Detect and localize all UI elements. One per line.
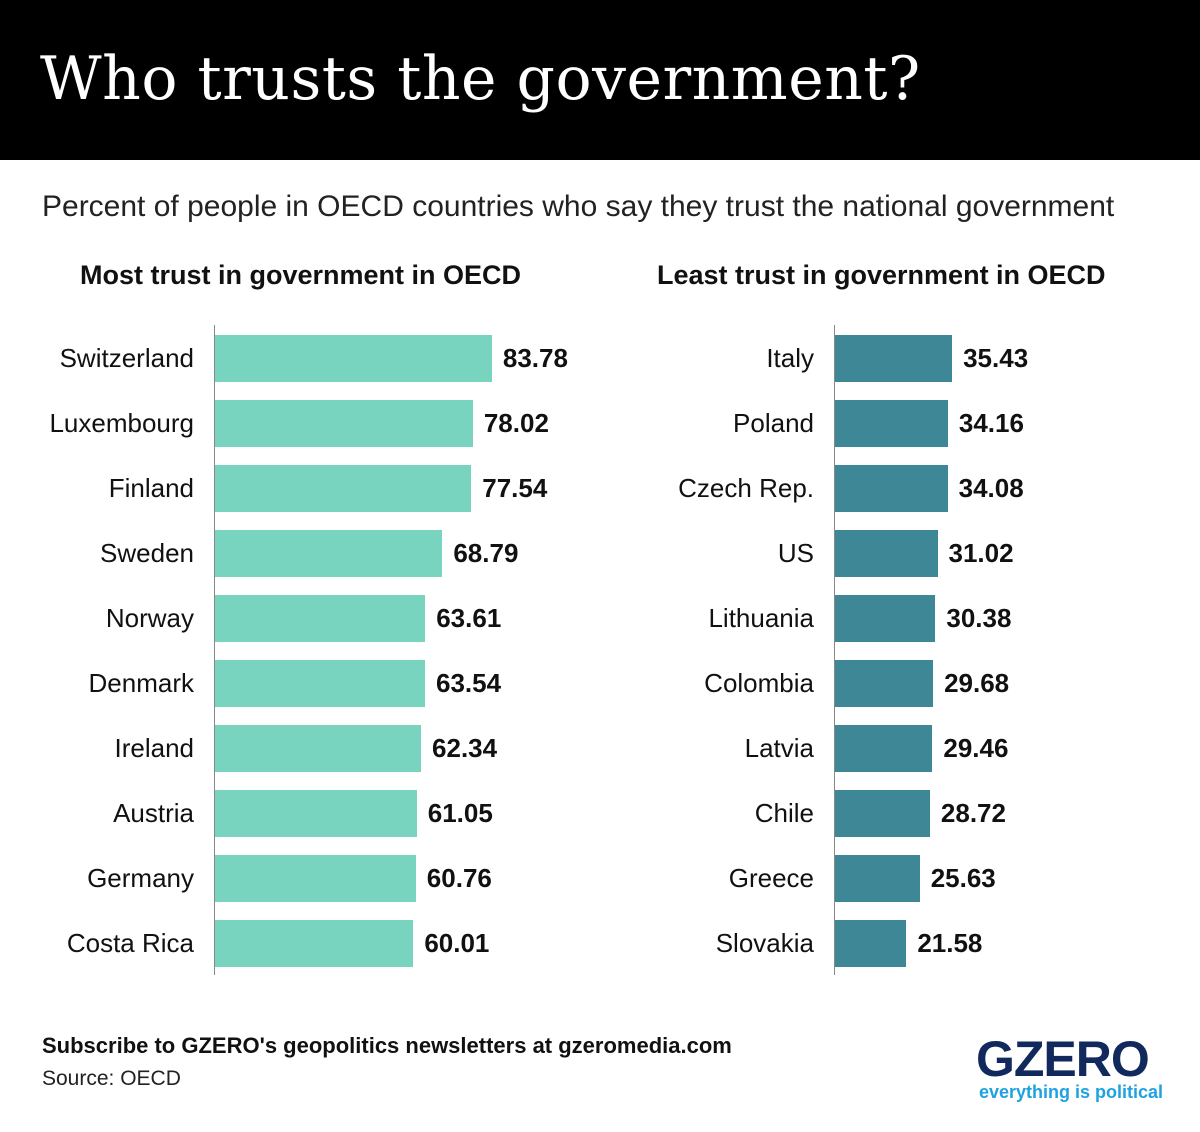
bar <box>215 595 426 642</box>
category-label: Latvia <box>744 733 814 763</box>
bar <box>835 400 948 447</box>
bar <box>215 530 443 577</box>
value-label: 29.68 <box>944 668 1010 698</box>
bar <box>835 530 938 577</box>
category-label: Sweden <box>100 538 194 568</box>
value-label: 25.63 <box>930 863 996 893</box>
value-label: 30.38 <box>946 603 1012 633</box>
bar <box>835 855 920 902</box>
category-label: Luxembourg <box>49 408 194 438</box>
value-label: 34.16 <box>958 408 1024 438</box>
value-label: 61.05 <box>427 798 493 828</box>
category-label: Czech Rep. <box>678 473 814 503</box>
bar <box>835 595 936 642</box>
bar <box>215 335 492 382</box>
bar <box>215 920 414 967</box>
bar <box>835 725 933 772</box>
category-label: Austria <box>113 798 194 828</box>
bar <box>215 855 416 902</box>
category-label: Greece <box>728 863 814 893</box>
value-label: 21.58 <box>917 928 983 958</box>
value-label: 34.08 <box>958 473 1024 503</box>
category-label: Colombia <box>704 668 814 698</box>
value-label: 60.01 <box>424 928 490 958</box>
bar <box>215 400 473 447</box>
right-axis-line <box>834 325 835 975</box>
category-label: Slovakia <box>715 928 814 958</box>
bar <box>835 920 907 967</box>
bar <box>835 335 953 382</box>
value-label: 68.79 <box>453 538 519 568</box>
bar <box>835 465 948 512</box>
value-label: 62.34 <box>432 733 498 763</box>
bar <box>215 725 422 772</box>
bar <box>835 790 930 837</box>
value-label: 29.46 <box>943 733 1009 763</box>
bar <box>835 660 934 707</box>
source-text: Source: OECD <box>42 1067 181 1090</box>
gzero-logo: GZERO <box>976 1031 1150 1087</box>
category-label: Denmark <box>88 668 194 698</box>
chart-subtitle: Percent of people in OECD countries who … <box>42 190 1115 223</box>
value-label: 63.61 <box>436 603 502 633</box>
value-label: 35.43 <box>963 343 1029 373</box>
value-label: 78.02 <box>483 408 549 438</box>
category-label: Norway <box>105 603 194 633</box>
category-label: Ireland <box>114 733 195 763</box>
value-label: 60.76 <box>426 863 492 893</box>
value-label: 31.02 <box>948 538 1014 568</box>
category-label: Poland <box>733 408 814 438</box>
value-label: 63.54 <box>435 668 502 698</box>
bar <box>215 465 472 512</box>
logo-tagline: everything is political <box>979 1082 1164 1102</box>
value-label: 77.54 <box>482 473 548 503</box>
category-label: Italy <box>766 343 814 373</box>
header-banner: Who trusts the government? <box>0 0 1200 160</box>
subscribe-text: Subscribe to GZERO's geopolitics newslet… <box>42 1033 732 1058</box>
value-label: 83.78 <box>502 343 568 373</box>
category-label: Chile <box>754 798 814 828</box>
category-label: Germany <box>87 863 194 893</box>
bar <box>215 660 425 707</box>
left-panel-title: Most trust in government in OECD <box>80 260 522 290</box>
bar <box>215 790 417 837</box>
left-axis-line <box>214 325 215 975</box>
category-label: Lithuania <box>708 603 814 633</box>
value-label: 28.72 <box>940 798 1006 828</box>
category-label: US <box>777 538 814 568</box>
category-label: Finland <box>108 473 194 503</box>
page-title: Who trusts the government? <box>40 44 921 114</box>
category-label: Switzerland <box>59 343 194 373</box>
right-panel-title: Least trust in government in OECD <box>657 260 1106 290</box>
category-label: Costa Rica <box>66 928 194 958</box>
